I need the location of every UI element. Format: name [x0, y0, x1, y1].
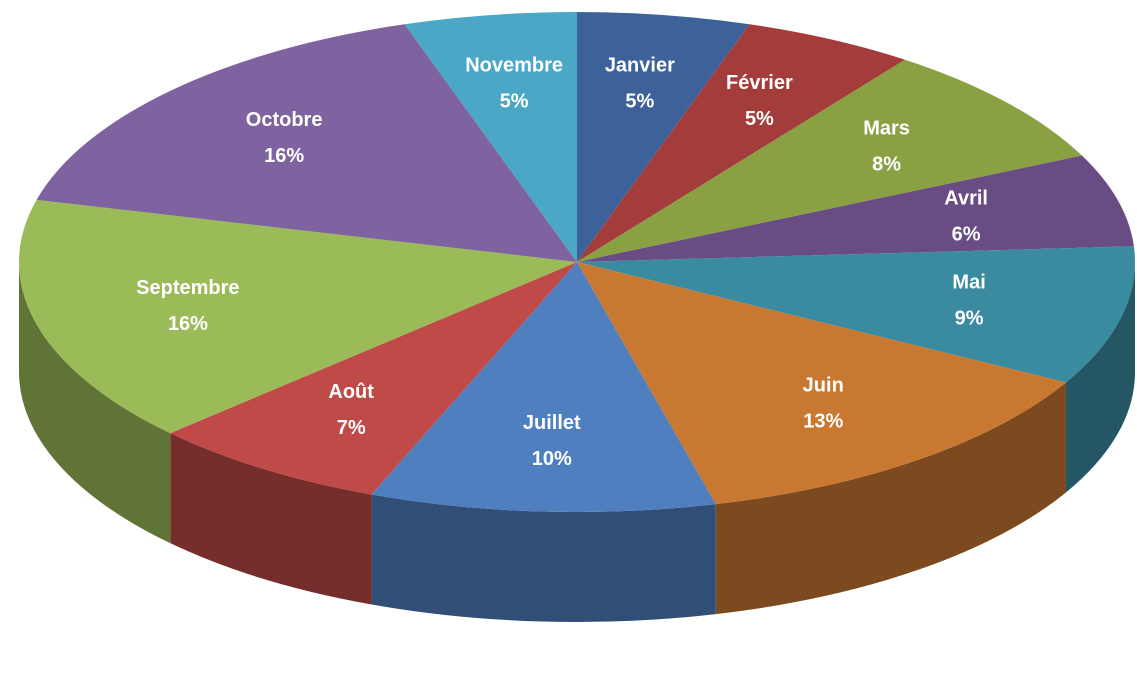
slice-value: 10%: [532, 448, 572, 470]
pie-slice: [577, 59, 1082, 262]
slice-label: Juillet: [523, 412, 581, 434]
slice-value: 5%: [745, 108, 774, 130]
pie-slice: [404, 12, 577, 262]
slice-value: 16%: [264, 145, 304, 167]
slice-label: Mai: [952, 272, 985, 294]
slice-label: Novembre: [465, 54, 563, 76]
pie-side: [371, 494, 716, 623]
pie-slice: [18, 199, 577, 434]
pie-side: [715, 382, 1066, 615]
pie-side: [19, 262, 171, 544]
slice-label: Janvier: [605, 54, 675, 76]
pie-slice: [577, 24, 905, 262]
pie-slice: [577, 155, 1134, 262]
pie-slice: [577, 262, 1066, 505]
pie-slice: [170, 262, 577, 495]
pie-slice: [577, 246, 1135, 383]
slice-value: 9%: [955, 308, 984, 330]
slice-label: Février: [726, 72, 793, 94]
slice-label: Mars: [863, 118, 910, 140]
pie-side: [170, 433, 372, 605]
slice-value: 5%: [625, 90, 654, 112]
slice-label: Juin: [803, 375, 844, 397]
slice-value: 13%: [803, 411, 843, 433]
slice-value: 6%: [952, 224, 981, 246]
pie-side: [1065, 262, 1135, 493]
slice-label: Septembre: [136, 277, 239, 299]
pie-slice: [36, 24, 578, 262]
slice-label: Octobre: [246, 109, 323, 131]
slice-label: Avril: [944, 188, 988, 210]
pie-slice: [371, 262, 716, 512]
slice-value: 16%: [168, 313, 208, 335]
slice-label: Août: [328, 381, 374, 403]
slice-value: 8%: [872, 154, 901, 176]
slice-value: 7%: [337, 417, 366, 439]
slice-value: 5%: [500, 90, 529, 112]
pie-slice: [577, 12, 750, 262]
